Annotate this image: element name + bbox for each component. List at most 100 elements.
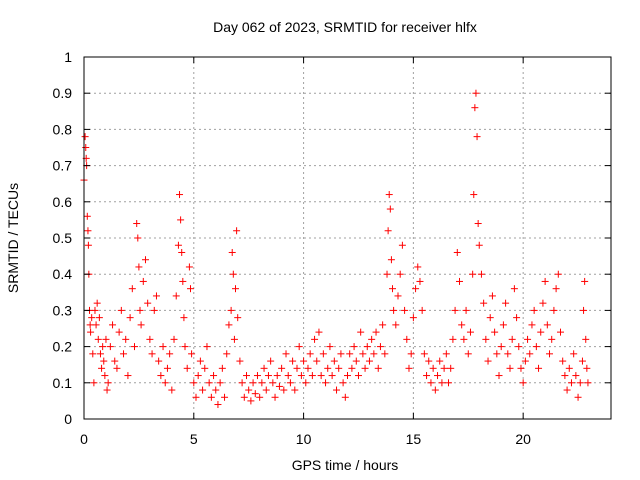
data-point — [434, 372, 442, 380]
data-point — [370, 350, 378, 358]
x-tick-label: 15 — [406, 431, 422, 447]
data-point — [365, 357, 373, 365]
data-point — [196, 357, 204, 365]
data-point — [548, 335, 556, 343]
data-point — [469, 270, 477, 278]
data-point — [477, 270, 485, 278]
data-point — [163, 364, 171, 372]
data-point — [135, 263, 143, 271]
data-point — [174, 241, 182, 249]
data-point — [199, 386, 207, 394]
data-point — [348, 364, 356, 372]
data-point — [470, 191, 478, 199]
data-point — [106, 343, 114, 351]
data-point — [346, 350, 354, 358]
y-tick-label: 0.9 — [53, 85, 73, 101]
y-tick-label: 0 — [64, 411, 72, 427]
data-point — [221, 393, 229, 401]
data-point — [159, 343, 167, 351]
data-point — [556, 328, 564, 336]
data-point — [99, 343, 107, 351]
y-tick-label: 0.1 — [53, 375, 73, 391]
data-point — [423, 372, 431, 380]
data-point — [390, 306, 398, 314]
x-tick-label: 10 — [296, 431, 312, 447]
data-point — [96, 350, 104, 358]
data-point — [455, 277, 463, 285]
data-point — [493, 350, 501, 358]
data-point — [438, 379, 446, 387]
data-point — [403, 335, 411, 343]
data-point — [269, 379, 277, 387]
data-point — [543, 321, 551, 329]
data-point — [578, 357, 586, 365]
data-point — [574, 393, 582, 401]
data-point — [87, 328, 95, 336]
data-point — [253, 372, 261, 380]
data-point — [139, 277, 147, 285]
data-point — [510, 285, 518, 293]
data-point — [137, 321, 145, 329]
data-point — [282, 350, 290, 358]
data-point — [442, 350, 450, 358]
data-point — [302, 379, 310, 387]
data-point — [300, 357, 308, 365]
y-tick-label: 0.7 — [53, 158, 73, 174]
data-point — [262, 386, 270, 394]
data-point — [271, 393, 279, 401]
data-point — [521, 357, 529, 365]
grid — [84, 57, 611, 419]
data-point — [264, 372, 272, 380]
data-point — [267, 357, 275, 365]
data-point — [172, 292, 180, 300]
data-point — [81, 133, 89, 141]
data-point — [339, 379, 347, 387]
data-point — [256, 393, 264, 401]
data-point — [502, 299, 510, 307]
data-point — [122, 335, 130, 343]
data-point — [497, 343, 505, 351]
data-point — [242, 372, 250, 380]
data-point — [486, 314, 494, 322]
data-point — [322, 379, 330, 387]
data-point — [205, 379, 213, 387]
data-point — [227, 306, 235, 314]
data-point — [449, 335, 457, 343]
data-point — [508, 335, 516, 343]
data-point — [286, 379, 294, 387]
data-point — [185, 263, 193, 271]
data-point — [166, 350, 174, 358]
data-point — [170, 335, 178, 343]
data-point — [249, 379, 257, 387]
data-point — [247, 397, 255, 405]
data-point — [315, 328, 323, 336]
data-point — [550, 306, 558, 314]
data-point — [341, 393, 349, 401]
data-point — [212, 386, 220, 394]
data-point — [344, 372, 351, 380]
data-point — [337, 350, 345, 358]
data-point — [102, 335, 110, 343]
data-point — [128, 285, 136, 293]
data-point — [488, 292, 496, 300]
data-point — [104, 379, 112, 387]
data-point — [398, 241, 406, 249]
data-point — [504, 350, 512, 358]
data-point — [524, 335, 532, 343]
data-point — [354, 372, 362, 380]
data-point — [330, 357, 338, 365]
data-point — [229, 270, 237, 278]
data-point — [245, 386, 253, 394]
data-point — [100, 357, 108, 365]
data-point — [567, 379, 575, 387]
data-point — [214, 401, 222, 409]
data-point — [232, 285, 240, 293]
data-point — [95, 314, 103, 322]
data-point — [565, 364, 573, 372]
data-point — [297, 372, 305, 380]
data-point — [552, 285, 560, 293]
data-point — [117, 306, 125, 314]
data-point — [350, 343, 358, 351]
data-point — [396, 270, 404, 278]
